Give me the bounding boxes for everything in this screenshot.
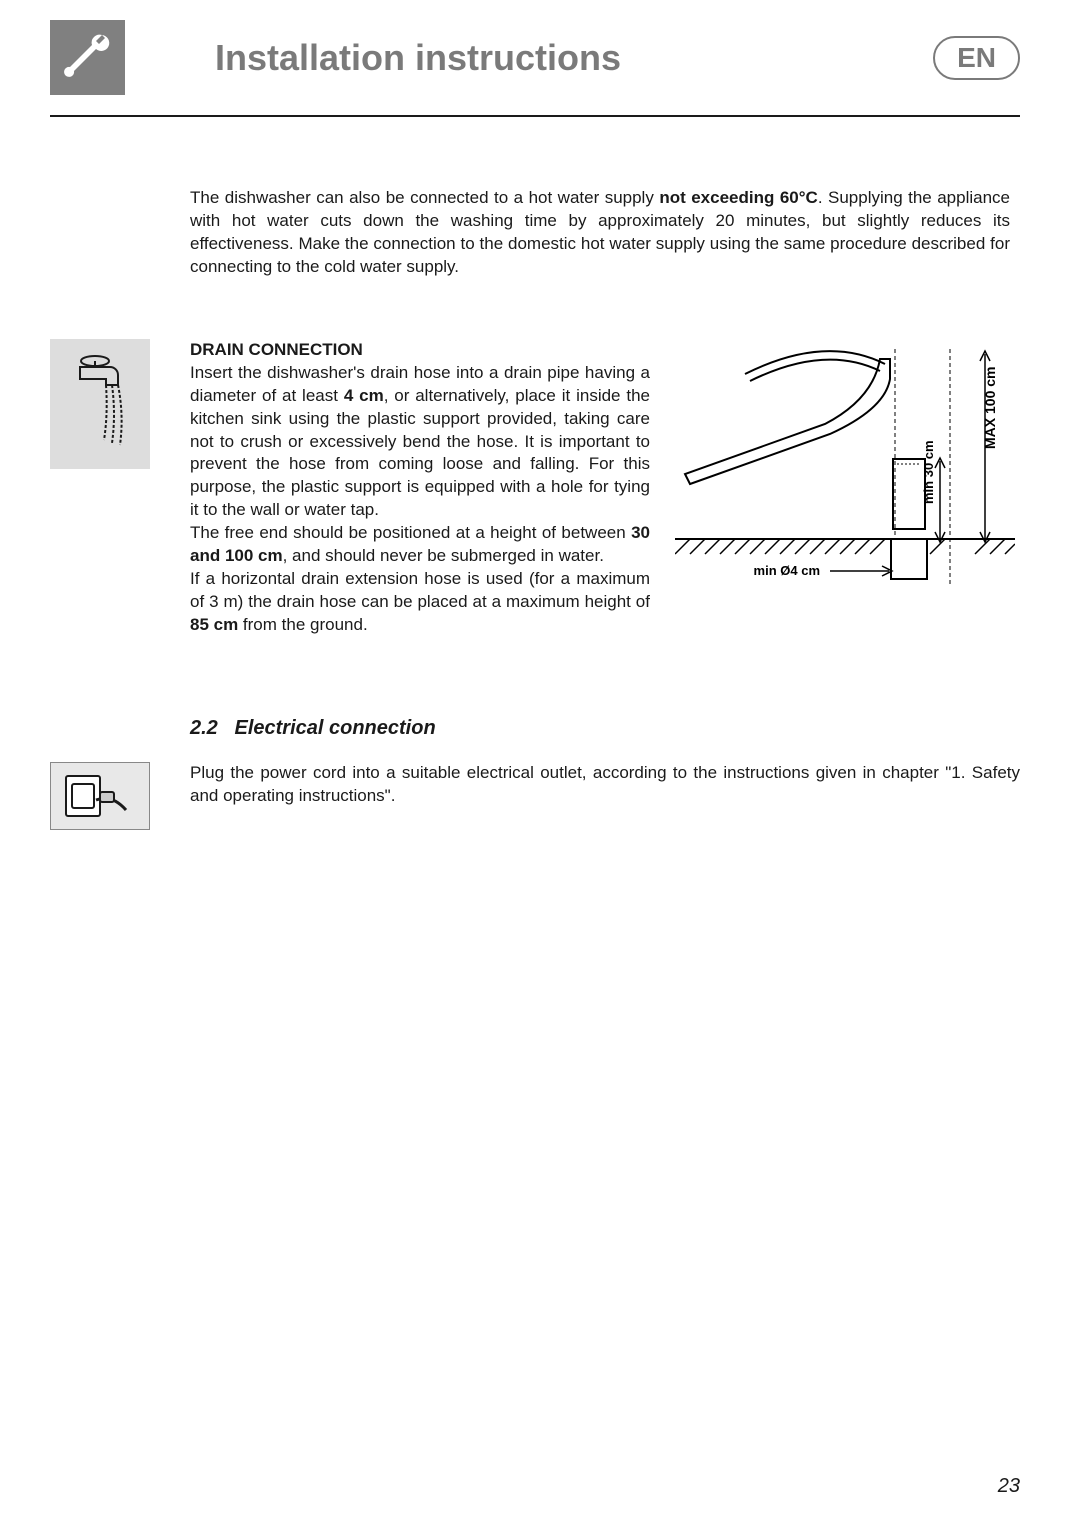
wrench-icon-box (50, 20, 125, 95)
drain-text: DRAIN CONNECTION Insert the dishwasher's… (190, 339, 650, 637)
drain-p3b: 85 cm (190, 615, 238, 634)
drain-diagram: MAX 100 cm min 30 cm min Ø4 cm (675, 339, 1015, 599)
section-title: Electrical connection (234, 717, 435, 739)
page-header: Installation instructions EN (50, 20, 1020, 95)
plug-icon-box (50, 762, 150, 830)
drain-p1b: 4 cm (344, 386, 384, 405)
drain-heading: DRAIN CONNECTION (190, 339, 650, 362)
header-divider (50, 115, 1020, 117)
plug-icon (60, 770, 140, 822)
drain-p3a: If a horizontal drain extension hose is … (190, 569, 650, 611)
drain-p3c: from the ground. (238, 615, 367, 634)
page-title: Installation instructions (215, 37, 621, 79)
drain-p1c: , or alternatively, place it inside the … (190, 386, 650, 520)
diagram-label-pipe: min Ø4 cm (754, 563, 820, 578)
wrench-icon (60, 30, 115, 85)
drain-p2: The free end should be positioned at a h… (190, 522, 650, 568)
page-number: 23 (998, 1475, 1020, 1498)
drain-p3: If a horizontal drain extension hose is … (190, 568, 650, 637)
language-badge: EN (933, 36, 1020, 80)
drain-p2a: The free end should be positioned at a h… (190, 523, 631, 542)
section-2-2-heading: 2.2 Electrical connection (190, 717, 1020, 740)
drain-p2c: , and should never be submerged in water… (283, 546, 604, 565)
tap-icon-box (50, 339, 150, 469)
electrical-text: Plug the power cord into a suitable elec… (190, 762, 1020, 808)
section-number: 2.2 (190, 717, 218, 739)
intro-bold: not exceeding 60°C (659, 188, 818, 207)
intro-text-a: The dishwasher can also be connected to … (190, 188, 659, 207)
drain-section: DRAIN CONNECTION Insert the dishwasher's… (50, 339, 1020, 637)
drain-p1: Insert the dishwasher's drain hose into … (190, 362, 650, 523)
tap-icon (60, 349, 140, 459)
intro-paragraph: The dishwasher can also be connected to … (190, 187, 1010, 279)
diagram-label-min30: min 30 cm (921, 440, 936, 504)
diagram-label-max: MAX 100 cm (982, 366, 998, 448)
page: Installation instructions EN The dishwas… (0, 0, 1080, 1528)
electrical-section: Plug the power cord into a suitable elec… (50, 762, 1020, 830)
